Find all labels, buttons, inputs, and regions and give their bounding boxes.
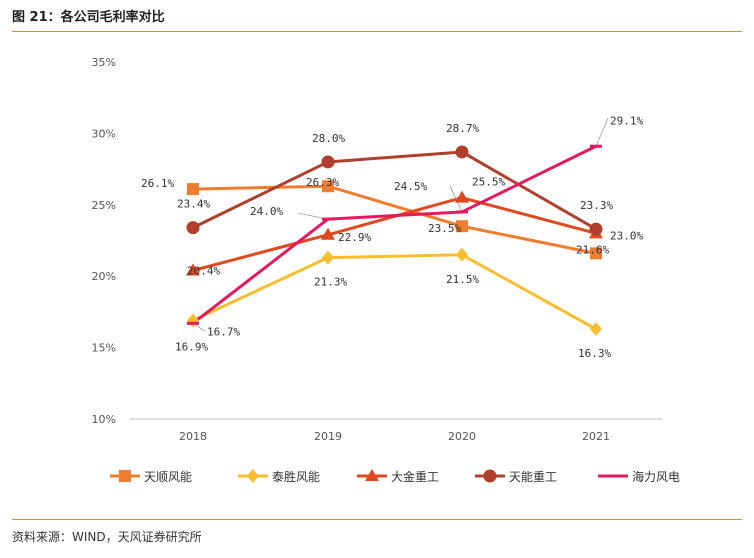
data-point-marker: [322, 250, 334, 265]
data-label: 28.7%: [446, 122, 479, 135]
data-label: 21.5%: [446, 273, 479, 286]
data-point-marker: [322, 180, 334, 193]
data-label: 23.4%: [177, 198, 210, 211]
top-divider: [12, 31, 742, 32]
x-tick-label: 2019: [314, 430, 342, 443]
data-label: 16.3%: [578, 347, 611, 360]
data-label: 29.1%: [610, 114, 643, 127]
data-label: 26.1%: [141, 177, 174, 190]
y-tick-label: 15%: [92, 342, 116, 355]
data-label: 16.9%: [175, 340, 208, 353]
y-tick-label: 35%: [92, 56, 116, 69]
legend-label: 天顺风能: [144, 470, 192, 484]
source-note: 资料来源：WIND，天风证券研究所: [12, 530, 202, 544]
series-line-2: [192, 253, 597, 331]
x-tick-label: 2018: [179, 430, 207, 443]
x-tick-label: 2020: [448, 430, 476, 443]
data-label: 24.0%: [250, 205, 283, 218]
legend-label: 海力风电: [632, 469, 680, 484]
y-tick-label: 30%: [92, 127, 116, 140]
data-label: 20.4%: [187, 264, 220, 277]
data-point-marker: [456, 247, 468, 262]
data-point-marker: [589, 222, 603, 236]
bottom-divider: [12, 519, 742, 520]
figure-title: 图 21：各公司毛利率对比: [12, 10, 165, 25]
data-point-marker: [321, 227, 335, 240]
y-tick-label: 25%: [92, 199, 116, 212]
data-label: 22.9%: [338, 231, 371, 244]
data-point-marker: [186, 263, 200, 276]
data-point-marker: [186, 221, 200, 235]
data-point-marker: [187, 183, 199, 196]
data-point-marker: [456, 210, 468, 214]
y-tick-label: 10%: [92, 413, 116, 426]
data-label: 16.7%: [207, 325, 240, 338]
data-point-marker: [456, 220, 468, 233]
legend-swatch-marker: [483, 469, 497, 483]
data-label: 26.3%: [306, 176, 339, 189]
series-line-4: [192, 150, 597, 231]
series-line-1: [192, 184, 597, 255]
data-label: 28.0%: [312, 132, 345, 145]
legend-label: 泰胜风能: [272, 469, 320, 484]
data-point-marker: [321, 155, 335, 169]
data-point-marker: [590, 322, 602, 337]
legend-label: 大金重工: [391, 469, 439, 484]
data-point-marker: [590, 247, 602, 260]
data-label: 23.3%: [580, 199, 613, 212]
data-label: 23.0%: [610, 229, 643, 242]
data-label: 25.5%: [472, 176, 505, 189]
data-point-marker: [322, 217, 334, 221]
line-chart: 10% 15% 20% 25% 30% 35% 2018 2019 2020 2021 26.1%…: [92, 56, 680, 484]
y-tick-label: 20%: [92, 270, 116, 283]
label-leader-line: [595, 118, 609, 147]
legend-swatch-marker: [247, 469, 259, 483]
data-point-marker: [455, 145, 469, 159]
legend-swatch-marker: [365, 469, 379, 481]
data-point-marker: [187, 313, 199, 328]
x-tick-label: 2021: [582, 430, 610, 443]
data-label: 24.5%: [394, 180, 427, 193]
data-label: 23.5%: [428, 222, 461, 235]
series-line-5: [192, 144, 597, 325]
data-point-marker: [187, 321, 199, 325]
legend-swatch-marker: [607, 474, 619, 478]
label-leader-line: [449, 185, 463, 213]
data-label: 21.3%: [314, 276, 347, 289]
legend-label: 天能重工: [509, 470, 557, 484]
data-point-marker: [590, 144, 602, 148]
legend-swatch-marker: [119, 470, 131, 482]
data-point-marker: [455, 190, 469, 203]
data-label: 21.6%: [576, 243, 609, 256]
